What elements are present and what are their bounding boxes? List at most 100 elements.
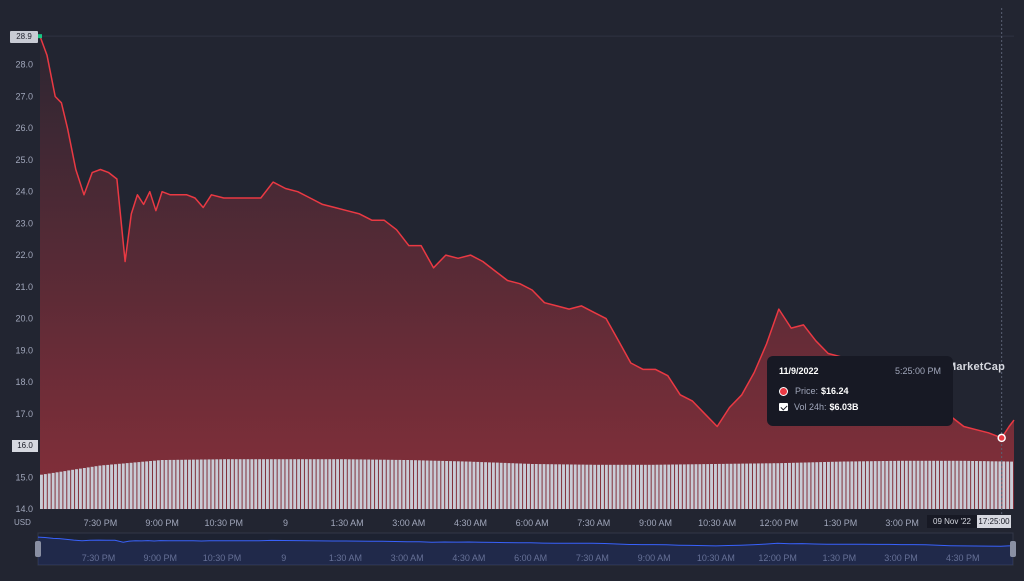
volume-bar: [355, 459, 359, 509]
y-tick-label: 27.0: [15, 91, 33, 101]
volume-bar: [788, 462, 791, 509]
volume-bar: [939, 460, 943, 509]
navigator-tick-label: 3:00 PM: [884, 553, 918, 563]
tooltip-price-row: Price: $16.24: [779, 386, 941, 396]
volume-bar: [117, 463, 121, 509]
volume-bar: [425, 460, 429, 509]
volume-bar: [608, 464, 612, 509]
volume-bar: [293, 459, 297, 509]
volume-bar: [468, 461, 472, 509]
volume-bar: [830, 461, 834, 509]
volume-bar: [199, 459, 203, 509]
volume-bar: [729, 463, 733, 509]
x-tick-label: 6:00 AM: [516, 518, 549, 528]
volume-bar: [211, 459, 215, 509]
cursor-point: [997, 433, 1006, 443]
volume-bar: [733, 463, 737, 509]
volume-bar: [717, 463, 721, 509]
volume-bar: [246, 459, 250, 509]
volume-bar: [488, 462, 491, 509]
volume-bar: [324, 459, 328, 509]
volume-bar: [472, 461, 476, 509]
volume-bar: [394, 459, 398, 509]
volume-bar: [277, 459, 281, 509]
volume-bar: [78, 468, 82, 509]
volume-bar: [924, 460, 928, 509]
volume-bar: [449, 461, 452, 509]
x-tick-label: 9:00 AM: [639, 518, 672, 528]
navigator-tick-label: 9:00 AM: [638, 553, 671, 563]
volume-bar: [628, 464, 632, 509]
volume-bar: [601, 464, 604, 509]
volume-bar: [110, 464, 114, 509]
crosshair: [997, 8, 1006, 515]
volume-bar: [160, 460, 164, 509]
volume-bar: [351, 459, 355, 509]
volume-bar: [936, 460, 939, 509]
volume-bar: [301, 459, 304, 509]
volume-bar: [180, 459, 184, 509]
volume-bar: [149, 461, 152, 509]
navigator-left-handle[interactable]: [35, 541, 41, 557]
volume-bar: [967, 460, 971, 509]
volume-bar: [819, 462, 823, 509]
volume-bar: [227, 459, 230, 509]
volume-bar: [585, 464, 589, 509]
volume-bar: [932, 460, 936, 509]
volume-bar: [152, 460, 156, 509]
volume-bar: [636, 464, 639, 509]
volume-bar: [928, 460, 932, 509]
volume-bar: [215, 459, 219, 509]
volume-bar: [998, 461, 1002, 509]
volume-bars: [40, 459, 1013, 509]
x-tick-label: 9: [283, 518, 288, 528]
volume-bar: [98, 465, 102, 509]
volume-bar: [437, 460, 441, 509]
volume-bar: [503, 462, 507, 509]
volume-bar: [106, 464, 110, 509]
range-navigator[interactable]: 7:30 PM 9:00 PM 10:30 PM 9 1:30 AM 3:00 AM 4:3…: [35, 532, 1016, 566]
x-tick-label: 10:30 AM: [698, 518, 736, 528]
x-tick-label: 1:30 AM: [331, 518, 364, 528]
volume-bar: [464, 461, 468, 509]
volume-bar: [943, 460, 947, 509]
volume-bar: [375, 459, 378, 509]
volume-bar: [519, 463, 523, 509]
volume-bar: [304, 459, 308, 509]
y-tick-label: 19.0: [15, 345, 33, 355]
volume-bar: [511, 463, 515, 509]
volume-bar: [978, 461, 982, 509]
volume-bar: [114, 464, 117, 509]
volume-bar: [675, 464, 678, 509]
tooltip-price-value: $16.24: [821, 386, 849, 396]
volume-bar: [737, 463, 741, 509]
volume-bar: [184, 459, 188, 509]
volume-bar: [702, 464, 706, 509]
volume-bar: [643, 464, 647, 509]
volume-bar: [901, 460, 904, 509]
volume-bar: [725, 463, 729, 509]
volume-bar: [476, 461, 480, 509]
navigator-tick-label: 4:30 PM: [946, 553, 980, 563]
volume-bar: [651, 464, 655, 509]
volume-bar: [780, 463, 784, 509]
volume-bar: [873, 461, 877, 509]
volume-bar: [523, 463, 526, 509]
y-tick-label: 15.0: [15, 472, 33, 482]
volume-bar: [320, 459, 324, 509]
volume-bar: [203, 459, 207, 509]
volume-bar: [760, 463, 764, 509]
currency-label: USD: [14, 518, 31, 527]
volume-bar: [336, 459, 339, 509]
volume-bar: [250, 459, 254, 509]
volume-bar: [951, 460, 955, 509]
volume-bar: [386, 459, 390, 509]
volume-bar: [390, 459, 394, 509]
navigator-right-handle[interactable]: [1010, 541, 1016, 557]
volume-bar: [865, 461, 869, 509]
volume-bar: [234, 459, 238, 509]
volume-bar: [121, 463, 125, 509]
volume-bar: [262, 459, 265, 509]
volume-bar: [75, 469, 78, 509]
